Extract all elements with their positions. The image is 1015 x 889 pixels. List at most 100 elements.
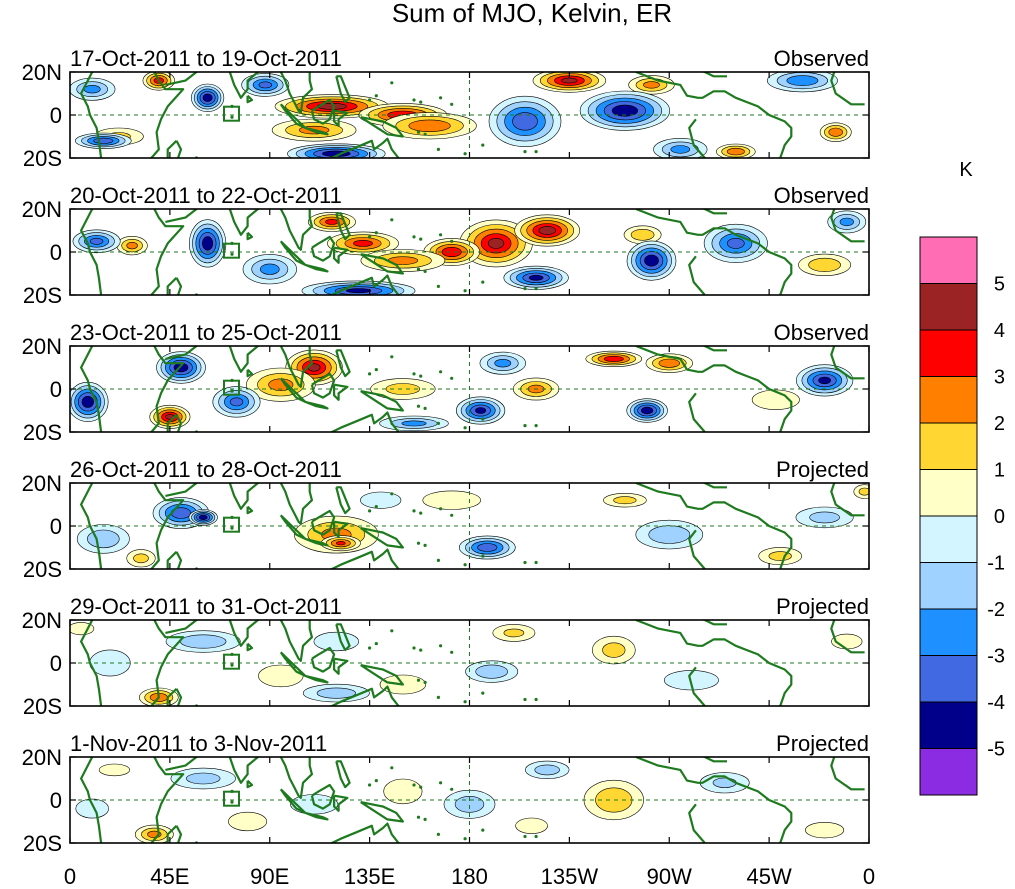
colorbar-label: 1: [994, 460, 1005, 482]
island: [416, 815, 421, 819]
coastline: [310, 783, 336, 810]
island: [416, 541, 421, 545]
island: [412, 783, 416, 787]
coastline: [688, 666, 706, 706]
coastline: [228, 209, 260, 236]
anomaly-contour: [75, 798, 109, 819]
colorbar-swatch: [919, 701, 978, 749]
island: [450, 513, 454, 517]
reference-box: [223, 242, 240, 259]
coastline: [304, 126, 329, 136]
y-tick-label: 0: [50, 240, 62, 265]
anomaly-field: [70, 72, 852, 158]
anomaly-contour: [611, 104, 639, 117]
colorbar: 5 4 3 2 1 0 -1 -2 -3 -4 -5: [919, 236, 1005, 796]
island: [368, 783, 372, 787]
anomaly-contour: [316, 687, 356, 699]
island: [439, 233, 443, 237]
island: [368, 235, 372, 239]
panel: 20N 0 20S 1-Nov-2011 to 3-Nov-2011 Projected: [22, 731, 870, 856]
anomaly-contour: [515, 817, 548, 834]
anomaly-contour: [258, 81, 272, 89]
colorbar-label: -3: [987, 646, 1005, 668]
island: [230, 526, 234, 530]
anomaly-contour: [818, 376, 831, 385]
panel-date-label: 17-Oct-2011 to 19-Oct-2011: [70, 46, 342, 71]
island: [439, 507, 443, 511]
island: [412, 98, 416, 102]
y-tick-label: 20S: [23, 694, 62, 719]
y-tick-label: 20S: [23, 146, 62, 171]
anomaly-contour: [335, 541, 346, 546]
x-tick-label: 90W: [647, 864, 692, 889]
island: [390, 81, 394, 85]
island: [436, 421, 440, 425]
x-tick-label: 135W: [541, 864, 599, 889]
colorbar-swatch: [919, 329, 978, 377]
y-tick-label: 20N: [22, 60, 62, 85]
coastline: [310, 372, 336, 399]
x-axis: 0 45E 90E 135E 180 135W 90W 45W 0: [64, 864, 875, 889]
island: [423, 132, 427, 136]
coastline: [335, 486, 351, 515]
panel: 20N 0 20S 20-Oct-2011 to 22-Oct-2011 Observe…: [22, 183, 870, 308]
coastline: [329, 548, 400, 569]
island: [463, 289, 467, 293]
island: [368, 372, 372, 376]
colorbar-label: 2: [994, 413, 1005, 435]
island: [374, 368, 378, 372]
island: [416, 678, 421, 682]
y-tick-label: 0: [50, 377, 62, 402]
coastline: [701, 209, 727, 215]
y-tick-label: 0: [50, 514, 62, 539]
coastline: [149, 346, 185, 432]
island: [463, 837, 467, 841]
island: [463, 563, 467, 567]
anomaly-field: [70, 349, 854, 432]
coastline: [635, 620, 793, 706]
anomaly-contour: [98, 763, 130, 777]
coastline: [304, 811, 329, 821]
island: [416, 267, 421, 271]
anomaly-contour: [602, 642, 626, 658]
panel-date-label: 26-Oct-2011 to 28-Oct-2011: [70, 457, 342, 482]
coastline: [149, 620, 185, 706]
island: [412, 235, 416, 239]
coastlines: [80, 72, 865, 158]
island: [412, 646, 416, 650]
coastline: [310, 509, 336, 536]
island: [419, 785, 423, 789]
anomaly-contour: [603, 355, 624, 362]
anomaly-contour: [658, 358, 680, 368]
coastline: [701, 346, 727, 352]
island: [450, 787, 454, 791]
colorbar-swatch: [919, 376, 978, 424]
anomaly-contour: [538, 226, 556, 235]
colorbar-label: -5: [987, 739, 1005, 761]
coastline: [246, 642, 254, 652]
coastline: [304, 537, 329, 547]
island: [419, 237, 423, 241]
island: [419, 374, 423, 378]
island: [534, 150, 538, 154]
coastline: [333, 109, 349, 127]
anomaly-contour: [202, 93, 213, 103]
y-tick-label: 20S: [23, 831, 62, 856]
island: [390, 218, 394, 222]
coastline: [279, 620, 313, 662]
anomaly-contour: [83, 84, 101, 94]
coastline: [360, 253, 404, 275]
colorbar-swatch: [919, 608, 978, 656]
anomaly-contour: [313, 631, 359, 652]
island: [450, 102, 454, 106]
anomaly-contour: [640, 406, 654, 415]
island: [412, 372, 416, 376]
y-tick-label: 20N: [22, 334, 62, 359]
island: [368, 509, 372, 513]
coastline: [329, 411, 400, 432]
island: [439, 781, 443, 785]
coastline: [165, 757, 198, 771]
coastline: [333, 383, 349, 401]
coastline: [228, 72, 260, 99]
island: [481, 554, 485, 558]
